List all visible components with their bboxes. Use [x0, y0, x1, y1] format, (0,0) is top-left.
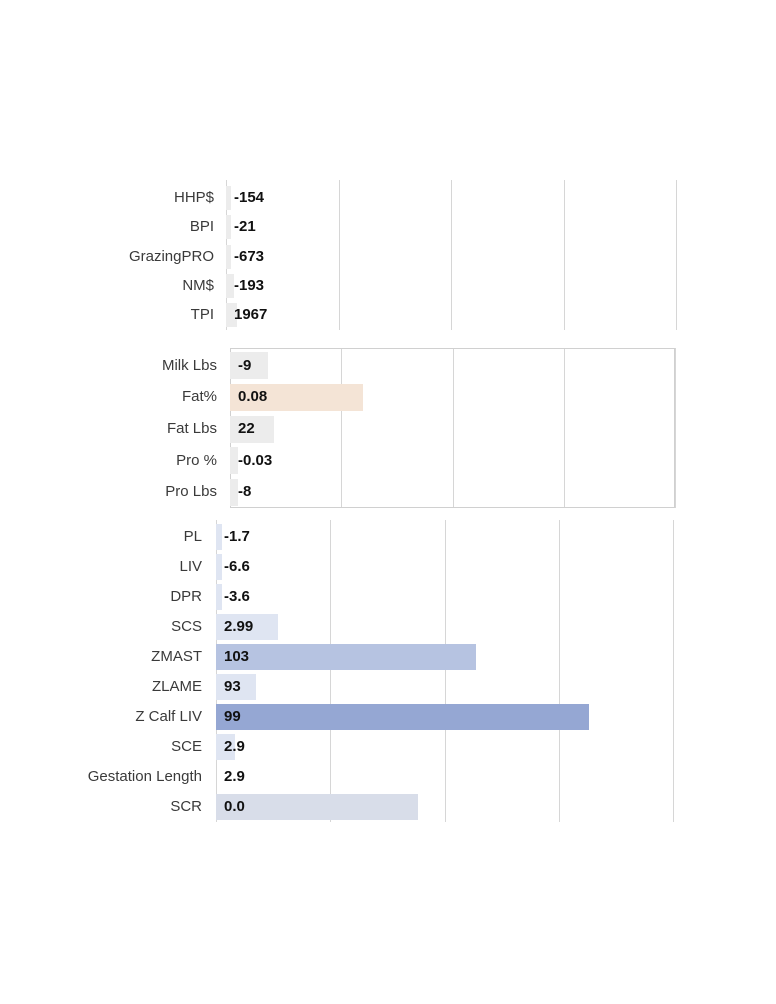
bar [230, 478, 238, 506]
bar [216, 524, 222, 550]
data-label: -3.6 [224, 588, 250, 605]
category-label: Fat% [181, 388, 217, 406]
gridline [563, 180, 565, 330]
bar [216, 584, 222, 610]
category-label: GrazingPRO [128, 247, 214, 265]
data-label: -0.03 [238, 451, 273, 469]
bar [226, 303, 238, 328]
bar [216, 734, 235, 760]
bar [230, 383, 363, 411]
gridline [675, 348, 676, 508]
data-label: -193 [234, 276, 265, 294]
bar [230, 415, 275, 443]
category-label: SCS [171, 618, 202, 635]
data-label: -9 [238, 356, 252, 374]
data-label: 22 [238, 420, 255, 437]
category-label: SCE [171, 738, 202, 755]
bar [226, 185, 232, 210]
bar [230, 352, 269, 380]
category-label: Gestation Length [87, 768, 202, 785]
category-label: Milk Lbs [161, 356, 217, 374]
category-label: Z Calf LIV [135, 708, 202, 725]
category-label: PL [183, 528, 202, 545]
data-label: -21 [234, 218, 256, 236]
category-label: Fat Lbs [166, 420, 217, 437]
gridline [330, 520, 332, 822]
bar [230, 447, 238, 475]
bar [216, 674, 256, 700]
data-label: 0.0 [224, 798, 245, 815]
bar [226, 244, 232, 269]
gridline [341, 348, 343, 508]
category-label: Pro Lbs [165, 483, 217, 501]
data-label: 93 [224, 678, 241, 695]
data-label: -673 [234, 247, 265, 265]
bar [226, 273, 235, 298]
gridline [216, 520, 217, 822]
category-label: NM$ [182, 276, 214, 294]
data-label: 103 [224, 648, 250, 665]
bar [216, 614, 279, 640]
data-label: -6.6 [224, 558, 250, 575]
category-label: TPI [190, 306, 214, 324]
bar [226, 215, 232, 240]
category-label: HHP$ [173, 188, 214, 206]
category-label: BPI [189, 218, 214, 236]
bar [216, 794, 418, 820]
data-label: 2.9 [224, 768, 245, 785]
category-label: ZMAST [151, 648, 202, 665]
data-label: -154 [234, 188, 265, 206]
data-label: -8 [238, 483, 252, 501]
gridline [338, 180, 340, 330]
gridline [563, 348, 565, 508]
gridline [452, 348, 454, 508]
category-label: LIV [179, 558, 202, 575]
data-label: 2.99 [224, 618, 254, 635]
data-label: 2.9 [224, 738, 245, 755]
gridline [558, 520, 560, 822]
gridline [676, 180, 677, 330]
data-label: 99 [224, 708, 241, 725]
category-label: SCR [170, 798, 202, 815]
data-label: -1.7 [224, 528, 250, 545]
data-label: 1967 [234, 306, 268, 324]
category-label: DPR [170, 588, 202, 605]
category-label: ZLAME [151, 678, 202, 695]
data-label: 0.08 [238, 388, 268, 406]
bar [216, 644, 477, 670]
gridline [673, 520, 674, 822]
category-label: Pro % [176, 451, 217, 469]
gridline [451, 180, 452, 330]
bar [216, 554, 222, 580]
plot-frame [230, 348, 675, 508]
gridline [444, 520, 446, 822]
bar [216, 704, 590, 730]
